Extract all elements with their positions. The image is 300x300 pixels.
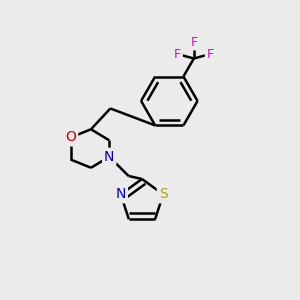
Text: N: N <box>104 150 115 164</box>
Text: F: F <box>207 47 214 61</box>
Text: S: S <box>159 188 167 201</box>
Text: N: N <box>116 188 126 201</box>
Text: F: F <box>190 36 197 49</box>
Text: O: O <box>65 130 76 144</box>
Text: F: F <box>174 47 181 61</box>
